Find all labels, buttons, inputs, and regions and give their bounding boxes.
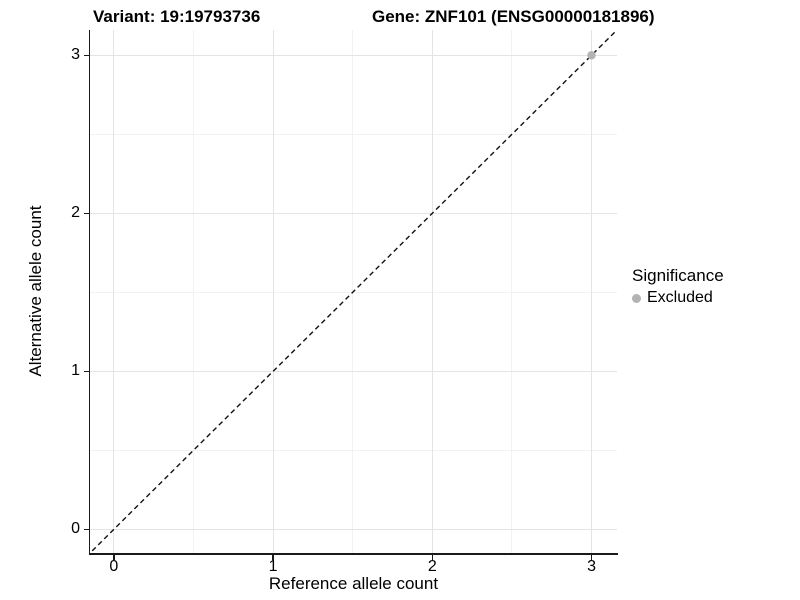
x-axis-title: Reference allele count xyxy=(268,574,439,593)
y-axis-line xyxy=(88,30,90,555)
major-gridline-vertical xyxy=(431,30,433,553)
x-tick-mark xyxy=(590,554,593,560)
major-gridline-vertical xyxy=(591,30,593,553)
y-tick-label: 0 xyxy=(71,520,80,538)
major-gridline-vertical xyxy=(272,30,274,553)
legend-item-excluded: Excluded xyxy=(632,289,724,307)
plot-title-variant: Variant: 19:19793736 xyxy=(93,7,261,26)
major-gridline-horizontal xyxy=(90,370,617,372)
y-tick-mark xyxy=(83,370,89,373)
x-axis-line xyxy=(88,553,618,555)
major-gridline-horizontal xyxy=(90,528,617,530)
minor-gridline-vertical xyxy=(192,30,194,553)
y-tick-label: 2 xyxy=(71,204,80,222)
y-axis-title: Alternative allele count xyxy=(26,205,45,377)
major-gridline-horizontal xyxy=(90,212,617,214)
plot-canvas xyxy=(90,30,617,553)
y-tick-mark xyxy=(83,528,89,531)
legend: Significance Excluded xyxy=(632,266,724,307)
minor-gridline-horizontal xyxy=(90,449,617,451)
x-tick-mark xyxy=(113,554,115,560)
y-tick-label: 3 xyxy=(71,46,80,64)
data-point-excluded xyxy=(587,51,596,60)
x-tick-mark xyxy=(272,554,274,560)
legend-item-label: Excluded xyxy=(647,289,713,306)
x-tick-label: 0 xyxy=(109,558,119,575)
legend-point-icon xyxy=(632,293,641,303)
minor-gridline-vertical xyxy=(511,30,513,553)
x-tick-mark xyxy=(431,554,434,560)
y-tick-mark xyxy=(83,54,89,57)
x-tick-label: 3 xyxy=(587,558,596,575)
x-tick-label: 1 xyxy=(268,558,278,575)
major-gridline-horizontal xyxy=(90,54,617,56)
identity-dashed-line xyxy=(90,30,617,553)
legend-title: Significance xyxy=(632,266,724,285)
plot-panel xyxy=(90,30,617,553)
y-tick-mark xyxy=(83,212,89,215)
minor-gridline-horizontal xyxy=(90,133,617,135)
major-gridline-vertical xyxy=(113,30,115,553)
y-tick-label: 1 xyxy=(71,362,80,380)
plot-title-gene: Gene: ZNF101 (ENSG00000181896) xyxy=(372,7,655,26)
x-tick-label: 2 xyxy=(427,558,437,575)
